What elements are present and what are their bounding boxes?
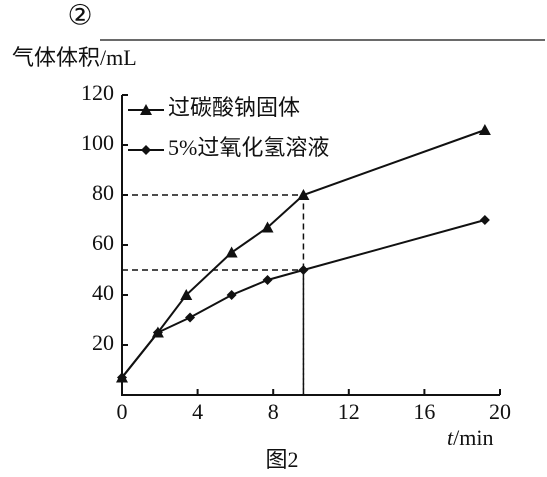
x-tick-label: 0	[117, 399, 128, 424]
legend-label: 5%过氧化氢溶液	[168, 135, 329, 160]
y-tick-label: 20	[92, 330, 114, 355]
diamond-marker	[152, 327, 163, 338]
guide-line	[122, 269, 305, 395]
diamond-marker	[117, 372, 127, 383]
y-tick-label: 60	[92, 230, 114, 255]
diamond-marker	[479, 215, 490, 225]
chart-title: 图2	[265, 447, 298, 472]
diamond-marker	[185, 312, 196, 323]
triangle-marker	[180, 289, 193, 300]
y-tick-label: 40	[92, 280, 114, 305]
triangle-marker	[140, 104, 152, 115]
y-tick-label: 100	[81, 130, 114, 155]
triangle-marker	[478, 124, 491, 135]
diamond-marker	[141, 145, 151, 155]
triangle-marker	[261, 221, 274, 233]
x-tick-label: 4	[192, 399, 203, 424]
diamond-marker	[298, 265, 309, 275]
y-tick-label: 80	[92, 180, 114, 205]
x-axis-label: t/min	[447, 425, 493, 450]
y-axis-label: 气体体积/mL	[12, 45, 137, 70]
x-tick-label: 12	[338, 399, 360, 424]
triangle-marker	[225, 246, 238, 258]
legend-label: 过碳酸钠固体	[168, 95, 300, 120]
diamond-marker	[262, 275, 273, 285]
question-number: ②	[67, 0, 92, 31]
diamond-marker	[226, 290, 237, 300]
x-tick-label: 16	[413, 399, 435, 424]
x-tick-label: 8	[268, 399, 279, 424]
y-tick-label: 120	[81, 80, 114, 105]
x-tick-label: 20	[489, 399, 511, 424]
triangle-marker	[297, 189, 310, 200]
guide-line	[122, 194, 305, 395]
